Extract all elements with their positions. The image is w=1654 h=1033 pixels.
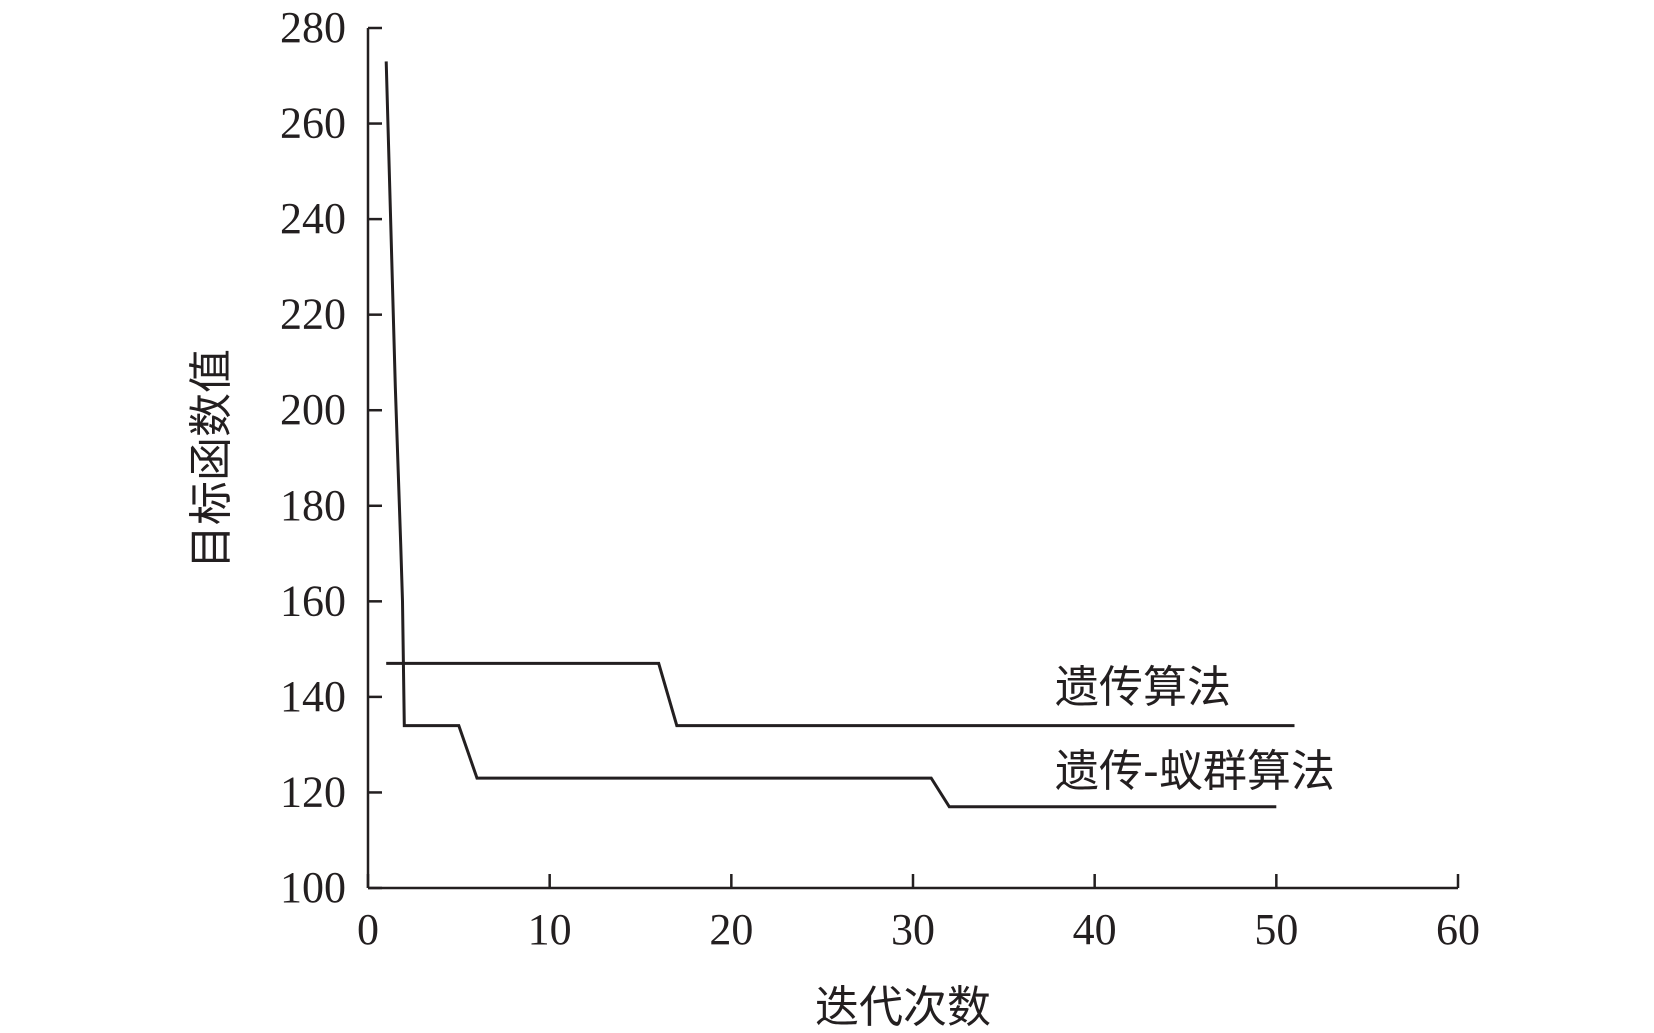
x-axis-ticks: 0 10 20 30 40 50 60: [357, 874, 1480, 954]
y-tick-label: 180: [280, 481, 346, 530]
y-axis-ticks: 100 120 140 160 180 200 220 240 260 280: [280, 3, 382, 912]
series-line-0: [386, 661, 1295, 728]
x-tick-label: 20: [709, 905, 753, 954]
y-tick-label: 240: [280, 194, 346, 243]
x-tick-label: 0: [357, 905, 379, 954]
series-lines: [384, 61, 1295, 809]
x-tick-label: 50: [1254, 905, 1298, 954]
y-tick-label: 280: [280, 3, 346, 52]
y-tick-label: 260: [280, 99, 346, 148]
x-tick-label: 40: [1073, 905, 1117, 954]
x-tick-label: 60: [1436, 905, 1480, 954]
x-axis-title: 迭代次数: [815, 982, 991, 1033]
y-tick-label: 200: [280, 385, 346, 434]
x-tick-label: 30: [891, 905, 935, 954]
y-tick-label: 100: [280, 863, 346, 912]
series-label-genetic-ant-colony: 遗传-蚁群算法: [1055, 746, 1335, 797]
y-tick-label: 140: [280, 672, 346, 721]
y-tick-label: 160: [280, 576, 346, 625]
series-line-1: [384, 61, 1277, 809]
series-label-genetic: 遗传算法: [1055, 662, 1231, 713]
y-tick-label: 120: [280, 767, 346, 816]
x-tick-label: 10: [528, 905, 572, 954]
y-axis-title: 目标函数值: [186, 349, 237, 569]
y-tick-label: 220: [280, 290, 346, 339]
